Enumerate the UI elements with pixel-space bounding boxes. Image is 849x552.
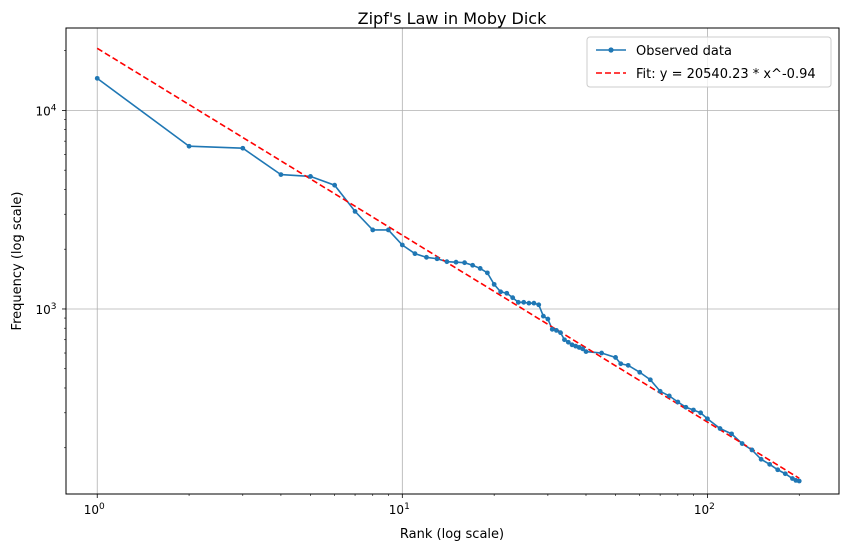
observed-data-point: [352, 209, 358, 214]
observed-data-point: [717, 426, 723, 431]
observed-data-point: [453, 259, 459, 265]
observed-data-point: [332, 182, 338, 188]
plot-area: [65, 27, 840, 495]
legend-box: [586, 36, 832, 88]
observed-data-point: [583, 349, 589, 354]
observed-data-point: [462, 260, 467, 266]
observed-data-point: [683, 404, 689, 410]
observed-data-point: [565, 339, 571, 345]
observed-data-point: [580, 346, 586, 352]
observed-data-point: [691, 407, 696, 413]
observed-data-point: [666, 393, 672, 399]
observed-data-point: [558, 330, 563, 336]
observed-data-point: [704, 416, 710, 422]
observed-data-point: [484, 270, 490, 276]
observed-data-line: [96, 77, 800, 482]
observed-data-point: [749, 447, 755, 453]
observed-data-point: [491, 281, 497, 287]
y-axis-label: Frequency (log scale): [10, 192, 25, 331]
observed-data-point: [739, 441, 745, 446]
observed-data-point: [434, 256, 440, 262]
legend: Observed data Fit: y = 20540.23 * x^-0.9…: [586, 36, 832, 88]
y-tick-label: 103: [35, 302, 56, 317]
observed-data-point: [412, 251, 418, 257]
observed-data-point: [399, 242, 405, 248]
y-tick-label: 104: [35, 103, 56, 118]
observed-data-point: [385, 227, 391, 233]
observed-data-point: [767, 461, 773, 467]
observed-data-point: [504, 290, 510, 296]
plot-markers: [94, 75, 802, 484]
x-tick-label: 101: [389, 502, 410, 517]
observed-data-point: [477, 266, 483, 271]
observed-data-point: [444, 259, 450, 265]
observed-data-point: [498, 289, 504, 295]
observed-data-point: [782, 471, 788, 477]
observed-data-point: [796, 478, 802, 484]
observed-data-point: [637, 369, 643, 375]
observed-data-point: [370, 227, 376, 233]
x-tick-label: 102: [694, 502, 715, 517]
observed-data-point: [521, 299, 527, 305]
plot-lines: [96, 47, 800, 482]
observed-data-point: [540, 313, 546, 319]
legend-observed-marker: [608, 47, 614, 53]
observed-data-point: [94, 75, 100, 81]
observed-data-point: [545, 316, 551, 322]
observed-data-point: [515, 299, 521, 305]
grid: [66, 28, 839, 494]
observed-data-point: [657, 388, 663, 394]
observed-data-point: [531, 300, 537, 306]
x-tick-label: 100: [84, 502, 105, 517]
legend-observed-label: Observed data: [636, 44, 732, 59]
observed-data-point: [308, 174, 313, 179]
observed-data-point: [424, 254, 429, 260]
observed-data-point: [510, 295, 516, 301]
observed-data-point: [625, 362, 631, 368]
observed-data-point: [554, 327, 559, 333]
observed-data-point: [569, 342, 575, 348]
observed-data-point: [675, 399, 681, 405]
y-axis-ticks: 103 104: [35, 50, 66, 449]
observed-data-point: [549, 326, 555, 332]
observed-data-point: [278, 172, 284, 177]
observed-data-point: [618, 361, 624, 367]
observed-data-point: [775, 467, 781, 473]
x-axis-label: Rank (log scale): [400, 527, 504, 542]
observed-data-point: [613, 355, 618, 360]
observed-data-point: [758, 456, 764, 462]
x-axis-ticks: 100 101 102: [84, 494, 800, 517]
legend-fit-label: Fit: y = 20540.23 * x^-0.94: [636, 67, 816, 82]
observed-data-point: [536, 302, 542, 308]
chart-title: Zipf's Law in Moby Dick: [358, 9, 547, 28]
fit-line: [96, 47, 800, 479]
observed-data-point: [729, 431, 734, 437]
observed-data-point: [698, 410, 704, 416]
observed-data-point: [599, 350, 604, 356]
observed-data-point: [186, 143, 192, 149]
observed-data-point: [240, 145, 246, 151]
observed-data-point: [526, 300, 532, 306]
observed-data-point: [470, 262, 476, 268]
observed-data-point: [562, 337, 567, 343]
observed-data-point: [647, 377, 653, 383]
